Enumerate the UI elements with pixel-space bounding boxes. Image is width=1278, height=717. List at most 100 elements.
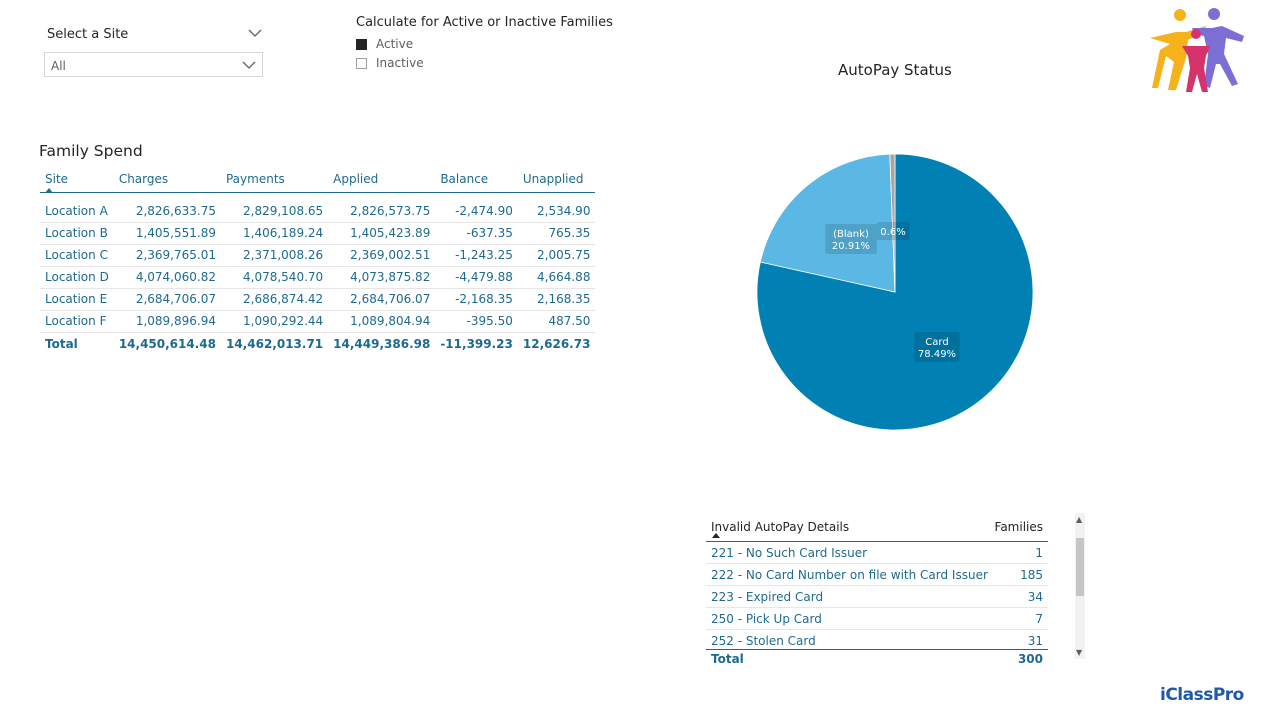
table-row[interactable]: 222 - No Card Number on file with Card I… <box>706 563 1048 586</box>
scrollbar-thumb[interactable] <box>1076 538 1084 596</box>
pie-slice-other[interactable] <box>889 153 896 293</box>
table-total-row: Total 14,450,614.48 14,462,013.71 14,449… <box>40 331 596 355</box>
option-label: Inactive <box>376 56 424 70</box>
cell-details: 250 - Pick Up Card <box>706 607 1013 630</box>
cell-site: Location B <box>40 222 114 245</box>
cell-site: Location F <box>40 310 114 333</box>
cell-site: Location D <box>40 266 114 289</box>
table-row[interactable]: 221 - No Such Card Issuer 1 <box>706 542 1048 564</box>
cell-payments: 2,686,874.42 <box>220 288 329 311</box>
scroll-up-icon[interactable]: ▲ <box>1076 515 1083 524</box>
table-row[interactable]: Location F 1,089,896.94 1,090,292.44 1,0… <box>40 310 596 333</box>
table-row[interactable]: Location E 2,684,706.07 2,686,874.42 2,6… <box>40 288 596 311</box>
column-header-site[interactable]: Site <box>40 165 114 193</box>
total-payments: 14,462,013.71 <box>220 331 329 355</box>
cell-charges: 2,684,706.07 <box>113 288 221 311</box>
total-applied: 14,449,386.98 <box>328 331 436 355</box>
svg-text:20.91%: 20.91% <box>832 241 870 252</box>
table-row[interactable]: 252 - Stolen Card 31 <box>706 629 1048 649</box>
cell-site: Location E <box>40 288 114 311</box>
svg-text:(Blank): (Blank) <box>833 229 869 240</box>
status-filter-title: Calculate for Active or Inactive Familie… <box>356 15 613 30</box>
table-row[interactable]: Location B 1,405,551.89 1,406,189.24 1,4… <box>40 222 596 245</box>
pie-label-blank: (Blank)20.91% <box>825 224 877 254</box>
invalid-autopay-body[interactable]: 221 - No Such Card Issuer 1 222 - No Card… <box>706 542 1048 650</box>
column-header-applied[interactable]: Applied <box>328 165 436 193</box>
svg-text:78.49%: 78.49% <box>918 349 956 360</box>
pie-slice-card[interactable] <box>756 153 1034 431</box>
option-label: Active <box>376 37 414 51</box>
pie-slice-blank[interactable] <box>759 153 896 293</box>
column-header-unapplied[interactable]: Unapplied <box>517 165 596 193</box>
cell-balance: -1,243.25 <box>435 244 518 267</box>
site-dropdown-value: All <box>51 59 66 73</box>
table-row[interactable]: Location A 2,826,633.75 2,829,108.65 2,8… <box>40 200 596 223</box>
invalid-autopay-header: Invalid AutoPay Details Families <box>706 512 1048 542</box>
cell-balance: -395.50 <box>435 310 518 333</box>
brand-logo: iClassPro <box>1160 685 1244 705</box>
column-header-details[interactable]: Invalid AutoPay Details <box>706 512 952 542</box>
cell-payments: 1,406,189.24 <box>220 222 329 245</box>
checkbox-active[interactable] <box>356 38 367 50</box>
option-active[interactable]: Active <box>356 37 413 51</box>
cell-site: Location A <box>40 200 114 223</box>
cell-applied: 2,684,706.07 <box>328 288 436 311</box>
total-balance: -11,399.23 <box>435 331 518 355</box>
sort-ascending-icon <box>712 533 720 538</box>
invalid-autopay-total-row: Total 300 <box>706 650 1048 666</box>
cell-unapplied: 487.50 <box>517 310 596 333</box>
svg-text:0.6%: 0.6% <box>880 227 905 238</box>
table-row[interactable]: Location C 2,369,765.01 2,371,008.26 2,3… <box>40 244 596 267</box>
table-row[interactable]: 223 - Expired Card 34 <box>706 585 1048 608</box>
cell-unapplied: 4,664.88 <box>517 266 596 289</box>
cell-balance: -4,479.88 <box>435 266 518 289</box>
table-header-row: Invalid AutoPay Details Families <box>706 512 1048 542</box>
cell-applied: 2,826,573.75 <box>328 200 436 223</box>
cell-balance: -637.35 <box>435 222 518 245</box>
total-label: Total <box>40 331 114 355</box>
cell-unapplied: 2,168.35 <box>517 288 596 311</box>
site-dropdown[interactable]: All <box>44 52 263 77</box>
family-logo-icon <box>1150 8 1244 92</box>
column-header-payments[interactable]: Payments <box>220 165 329 193</box>
cell-details: 252 - Stolen Card <box>706 629 1013 649</box>
invalid-autopay-table: Invalid AutoPay Details Families 221 - N… <box>706 512 1048 666</box>
cell-payments: 1,090,292.44 <box>220 310 329 333</box>
cell-unapplied: 2,534.90 <box>517 200 596 223</box>
cell-charges: 1,405,551.89 <box>113 222 221 245</box>
column-header-charges[interactable]: Charges <box>113 165 221 193</box>
scroll-down-icon[interactable]: ▼ <box>1076 648 1083 657</box>
family-spend-table: Site Charges Payments Applied Balance Un… <box>40 165 596 355</box>
cell-charges: 2,826,633.75 <box>113 200 221 223</box>
cell-unapplied: 2,005.75 <box>517 244 596 267</box>
cell-details: 221 - No Such Card Issuer <box>706 542 1013 564</box>
cell-payments: 2,829,108.65 <box>220 200 329 223</box>
cell-charges: 4,074,060.82 <box>113 266 221 289</box>
cell-charges: 1,089,896.94 <box>113 310 221 333</box>
cell-families: 34 <box>1012 585 1048 608</box>
svg-text:Card: Card <box>925 337 948 348</box>
cell-balance: -2,474.90 <box>435 200 518 223</box>
table-header-row: Site Charges Payments Applied Balance Un… <box>40 165 596 193</box>
total-unapplied: 12,626.73 <box>517 331 596 355</box>
checkbox-inactive[interactable] <box>356 57 367 69</box>
chevron-down-icon <box>242 61 256 69</box>
site-slicer-title: Select a Site <box>47 27 129 42</box>
total-label: Total <box>711 652 744 666</box>
chevron-down-icon[interactable] <box>248 28 262 38</box>
option-inactive[interactable]: Inactive <box>356 56 424 70</box>
column-header-families[interactable]: Families <box>951 512 1048 542</box>
cell-applied: 1,405,423.89 <box>328 222 436 245</box>
table-row[interactable]: 250 - Pick Up Card 7 <box>706 607 1048 630</box>
chart-title: AutoPay Status <box>838 61 952 79</box>
vertical-scrollbar[interactable]: ▲ ▼ <box>1075 513 1085 659</box>
cell-families: 185 <box>1012 563 1048 586</box>
cell-charges: 2,369,765.01 <box>113 244 221 267</box>
cell-applied: 4,073,875.82 <box>328 266 436 289</box>
column-header-balance[interactable]: Balance <box>435 165 518 193</box>
cell-families: 7 <box>1012 607 1048 630</box>
cell-families: 1 <box>1012 542 1048 564</box>
pie-label-other: 0.6% <box>876 222 910 240</box>
table-row[interactable]: Location D 4,074,060.82 4,078,540.70 4,0… <box>40 266 596 289</box>
